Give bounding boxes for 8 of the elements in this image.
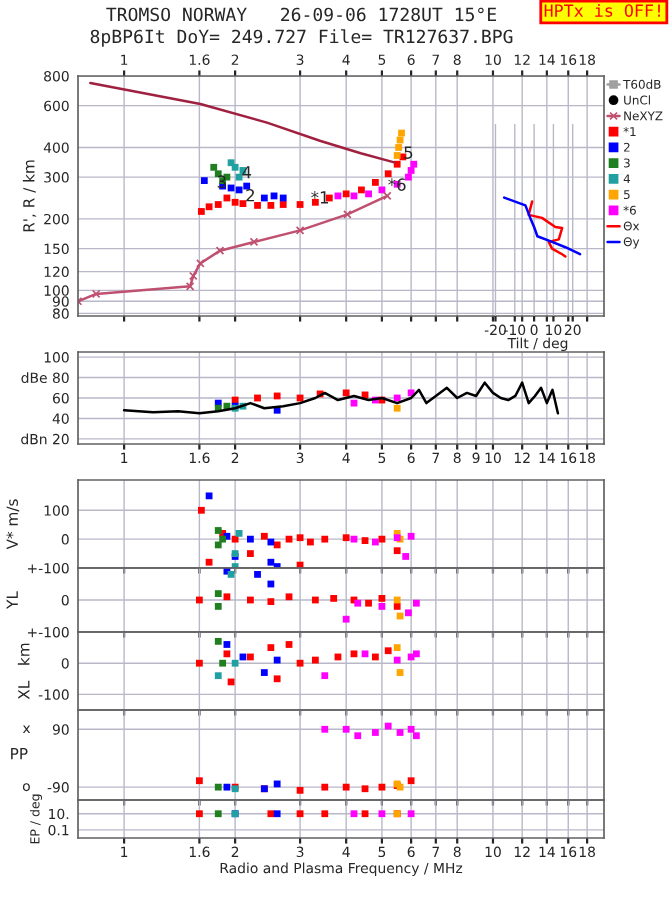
annotation: 5 xyxy=(404,146,413,159)
annotation: 4 xyxy=(242,166,252,179)
annotation: *1 xyxy=(311,191,329,204)
chart-subtitle: 8pBP6It DoY= 249.727 File= TR127637.BPG xyxy=(90,29,513,47)
text: HPTx is OFF! xyxy=(544,3,660,17)
annotation: *6 xyxy=(388,178,406,191)
chart-title: TROMSO NORWAY 26-09-06 1728UT 15°E xyxy=(106,7,497,22)
annotation: 2 xyxy=(246,188,255,202)
